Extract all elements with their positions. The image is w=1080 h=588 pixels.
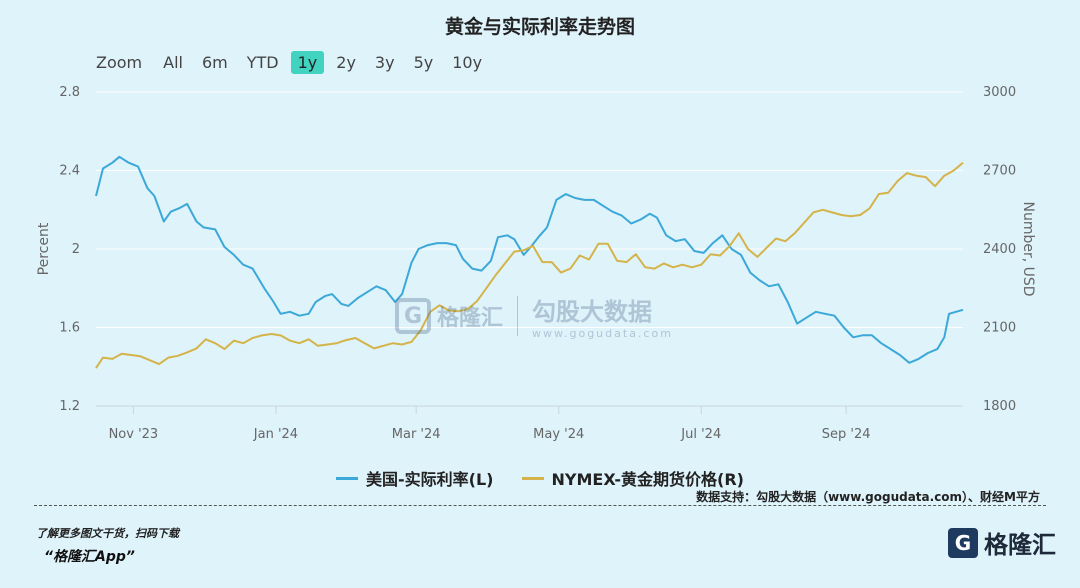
line-chart: 1.2 1.6 2 2.4 2.8 1800 2100 2400 2700 3000 Nov '23… xyxy=(36,85,1036,442)
watermark-divider xyxy=(517,296,519,336)
watermark-brand: 勾股大数据 xyxy=(532,298,653,326)
x-tick-label: Mar '24 xyxy=(392,427,441,442)
zoom-button-6m[interactable]: 6m xyxy=(201,53,228,72)
watermark-name: 格隆汇 xyxy=(437,306,504,331)
zoom-button-1y[interactable]: 1y xyxy=(290,51,325,74)
watermark-logo-icon: G xyxy=(395,298,431,334)
y-right-tick-label: 1800 xyxy=(983,399,1016,414)
zoom-button-2y[interactable]: 2y xyxy=(336,53,356,72)
y-right-tick-label: 2700 xyxy=(983,164,1016,179)
footer-divider xyxy=(34,505,1046,506)
footer-app-name: “格隆汇App” xyxy=(44,549,135,565)
y-right-tick-label: 2100 xyxy=(983,321,1016,336)
watermark-url: www.gogudata.com xyxy=(532,327,673,340)
y-left-axis-title: Percent xyxy=(36,222,52,275)
legend-swatch-real-rate xyxy=(336,476,359,480)
y-right-axis-title: Number, USD xyxy=(1020,201,1036,296)
zoom-button-5y[interactable]: 5y xyxy=(413,53,434,72)
brand-logo: G 格隆汇 xyxy=(948,525,1056,560)
x-tick-label: May '24 xyxy=(533,427,584,442)
zoom-button-3y[interactable]: 3y xyxy=(374,53,395,72)
zoom-bar: Zoom All 6m YTD 1y 2y 3y 5y 10y xyxy=(96,51,494,74)
y-left-tick-label: 1.2 xyxy=(59,399,80,414)
legend-item-gold[interactable]: NYMEX-黄金期货价格(R) xyxy=(521,466,744,490)
legend-label-real-rate: 美国-实际利率(L) xyxy=(366,470,494,489)
x-tick-label: Jul '24 xyxy=(680,427,721,442)
legend-item-real-rate[interactable]: 美国-实际利率(L) xyxy=(336,466,494,490)
chart-title: 黄金与实际利率走势图 xyxy=(444,16,635,38)
zoom-button-all[interactable]: All xyxy=(163,53,183,72)
y-left-tick-label: 1.6 xyxy=(59,321,80,336)
footer-promo-text: 了解更多图文干货，扫码下载 xyxy=(36,527,179,540)
legend-label-gold: NYMEX-黄金期货价格(R) xyxy=(551,470,744,489)
y-left-tick-label: 2.8 xyxy=(59,85,80,100)
source-note: 数据支持：勾股大数据（www.gogudata.com）、财经M平方 xyxy=(696,490,1040,504)
zoom-button-ytd[interactable]: YTD xyxy=(246,53,279,72)
zoom-label: Zoom xyxy=(96,53,143,72)
y-right-tick-label: 2400 xyxy=(983,242,1016,257)
y-right-tick-label: 3000 xyxy=(983,85,1016,100)
watermark: G 格隆汇 勾股大数据 www.gogudata.com xyxy=(395,292,673,340)
series-line-gold xyxy=(95,161,964,369)
x-tick-label: Jan '24 xyxy=(253,427,298,442)
brand-logo-name: 格隆汇 xyxy=(984,531,1056,559)
x-tick-label: Sep '24 xyxy=(822,427,871,442)
chart-legend: 美国-实际利率(L) NYMEX-黄金期货价格(R) xyxy=(0,466,1080,490)
series-line-real-rate xyxy=(95,155,964,364)
x-tick-label: Nov '23 xyxy=(109,427,159,442)
zoom-button-10y[interactable]: 10y xyxy=(452,53,483,72)
legend-swatch-gold xyxy=(521,476,544,480)
y-left-tick-label: 2.4 xyxy=(59,164,80,179)
y-left-tick-label: 2 xyxy=(72,242,80,257)
brand-logo-icon: G xyxy=(948,527,978,558)
